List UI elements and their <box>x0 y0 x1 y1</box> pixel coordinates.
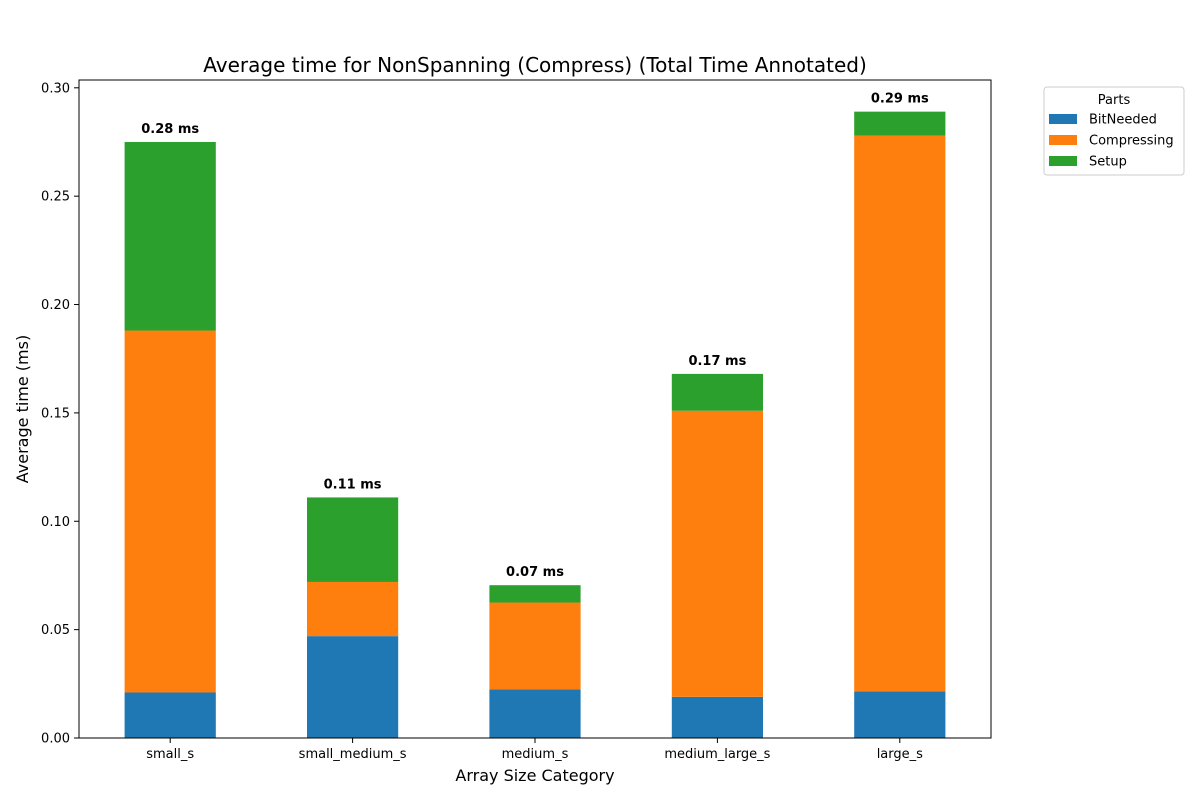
legend-box <box>1043 86 1185 176</box>
y-tick-label: 0.25 <box>41 190 70 205</box>
x-tick-label-medium_large_s: medium_large_s <box>664 747 770 762</box>
legend-swatch-bitneeded <box>1049 114 1077 124</box>
x-tick-label-small_medium_s: small_medium_s <box>299 747 407 762</box>
bar-bitneeded-small_s <box>124 692 216 738</box>
x-axis: small_s small_medium_s medium_s medium_larg… <box>146 738 923 762</box>
y-tick-label: 0.00 <box>41 732 70 747</box>
bar-setup-small_s <box>124 141 216 331</box>
y-tick-label: 0.30 <box>41 81 70 96</box>
bar-compressing-medium_s <box>489 602 581 690</box>
legend-swatch-compressing <box>1049 135 1077 145</box>
bars-layer <box>124 111 946 738</box>
legend-label-bitneeded: BitNeeded <box>1089 113 1157 128</box>
bar-compressing-small_medium_s <box>307 581 399 637</box>
bar-setup-medium_large_s <box>671 373 763 411</box>
x-tick-label-large_s: large_s <box>877 747 923 762</box>
x-tick-label-medium_s: medium_s <box>502 747 569 762</box>
total-label-medium_large_s: 0.17 ms <box>688 354 746 369</box>
y-tick-label: 0.15 <box>41 406 70 421</box>
bar-compressing-medium_large_s <box>671 410 763 697</box>
y-axis: 0.00 0.05 0.10 0.15 0.20 0.25 0.30 <box>41 81 79 747</box>
bar-setup-small_medium_s <box>307 497 399 582</box>
bar-bitneeded-medium_large_s <box>671 696 763 738</box>
bar-bitneeded-small_medium_s <box>307 636 399 738</box>
legend-items: BitNeeded Compressing Setup <box>1049 113 1174 170</box>
legend-title: Parts <box>1098 93 1131 108</box>
legend-label-compressing: Compressing <box>1089 134 1174 149</box>
x-axis-label: Array Size Category <box>455 766 614 785</box>
x-tick-label-small_s: small_s <box>146 747 194 762</box>
bar-setup-large_s <box>854 111 946 136</box>
total-label-large_s: 0.29 ms <box>871 92 929 107</box>
bar-compressing-small_s <box>124 330 216 693</box>
bar-setup-medium_s <box>489 585 581 603</box>
chart-title: Average time for NonSpanning (Compress) … <box>203 53 867 77</box>
total-label-small_medium_s: 0.11 ms <box>324 477 382 492</box>
bar-bitneeded-medium_s <box>489 689 581 738</box>
y-tick-label: 0.05 <box>41 623 70 638</box>
y-axis-label: Average time (ms) <box>13 335 32 483</box>
total-labels: 0.28 ms 0.11 ms 0.07 ms 0.17 ms 0.29 ms <box>141 92 929 581</box>
legend-swatch-setup <box>1049 156 1077 166</box>
legend-label-setup: Setup <box>1089 155 1127 170</box>
total-label-small_s: 0.28 ms <box>141 122 199 137</box>
bar-compressing-large_s <box>854 135 946 692</box>
legend: Parts BitNeeded Compressing Setup <box>1043 86 1185 176</box>
y-tick-label: 0.20 <box>41 298 70 313</box>
total-label-medium_s: 0.07 ms <box>506 565 564 580</box>
y-tick-label: 0.10 <box>41 515 70 530</box>
bar-bitneeded-large_s <box>854 691 946 738</box>
